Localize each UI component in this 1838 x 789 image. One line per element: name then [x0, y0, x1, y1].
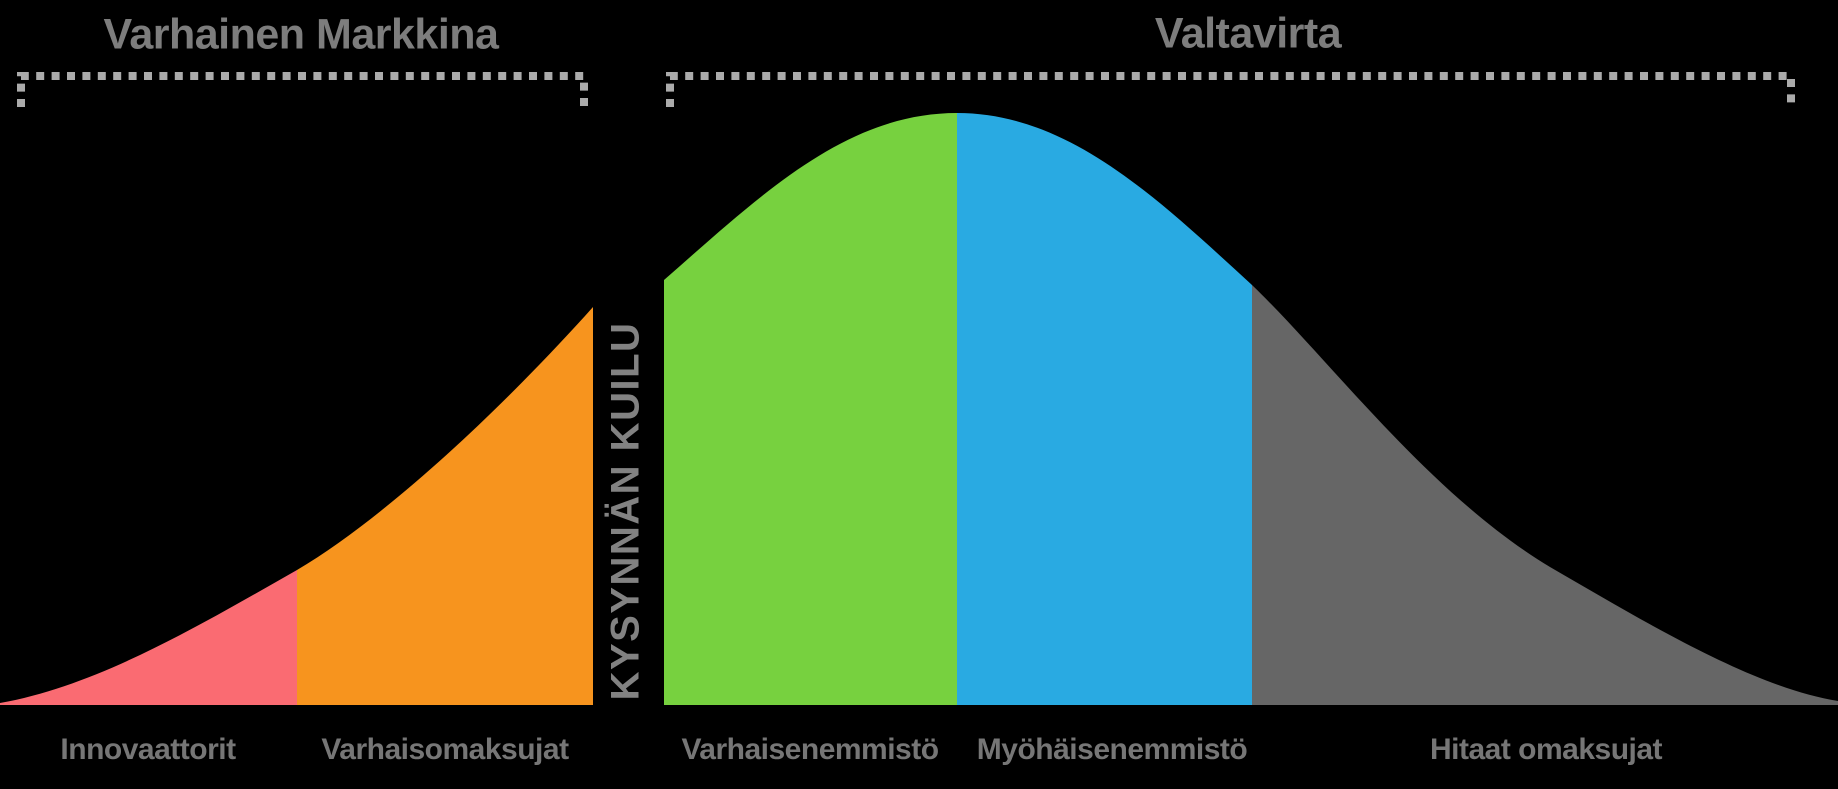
- early-market-bracket: [17, 72, 588, 107]
- innovators-segment: [0, 570, 297, 705]
- early-adopters-segment: [297, 307, 593, 705]
- chasm-label: KYSYNNÄN KUILU: [603, 321, 648, 701]
- segment-label-early-adopters: Varhaisomaksujat: [321, 733, 569, 766]
- mainstream-bracket: [666, 72, 1795, 107]
- mainstream-heading: Valtavirta: [1154, 9, 1342, 58]
- early-majority-segment: [664, 113, 957, 705]
- segment-label-late-majority: Myöhäisenemmistö: [976, 733, 1248, 766]
- segment-label-early-majority: Varhaisenemmistö: [681, 733, 939, 766]
- segment-label-innovators: Innovaattorit: [60, 733, 236, 766]
- segment-label-laggards: Hitaat omaksujat: [1429, 733, 1663, 766]
- laggards-segment: [1252, 285, 1838, 705]
- early-market-heading: Varhainen Markkina: [103, 10, 499, 59]
- late-majority-segment: [957, 113, 1252, 705]
